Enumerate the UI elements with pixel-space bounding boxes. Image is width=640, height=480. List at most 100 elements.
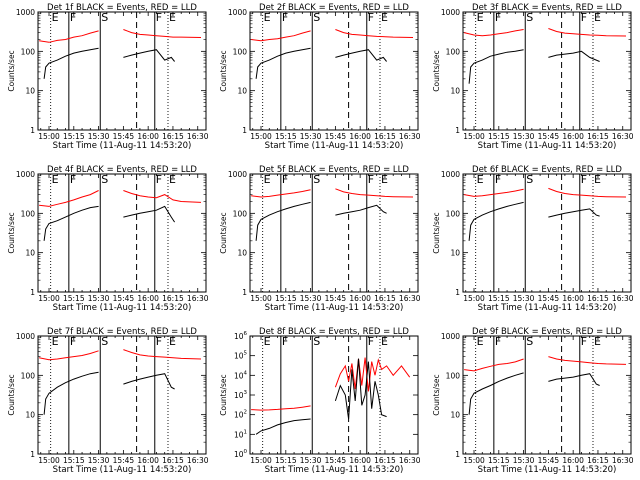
x-tick-label: 16:00	[562, 456, 584, 465]
series-line-events	[255, 201, 311, 241]
time-marker-label: E	[381, 11, 388, 24]
x-tick-label: 15:15	[488, 132, 510, 141]
series-line-lld	[334, 357, 411, 392]
x-tick-label: 15:45	[538, 294, 560, 303]
x-tick-label: 15:45	[113, 456, 135, 465]
y-tick-label: 100	[21, 371, 36, 380]
time-marker-label: F	[368, 11, 374, 24]
x-tick-label: 15:30	[88, 294, 110, 303]
x-axis-label: Start Time (11-Aug-11 14:53:20)	[265, 465, 404, 475]
x-tick-label: 15:00	[463, 294, 485, 303]
time-marker-label: F	[581, 11, 587, 24]
x-tick-label: 15:30	[513, 132, 535, 141]
x-tick-label: 15:00	[38, 132, 60, 141]
series-line-lld	[548, 187, 627, 198]
series-line-lld	[464, 358, 524, 372]
plot-frame	[462, 173, 632, 293]
x-axis-label: Start Time (11-Aug-11 14:53:20)	[478, 303, 617, 313]
time-marker-label: E	[52, 173, 59, 186]
y-tick-label: 1	[242, 126, 247, 135]
time-marker-label: E	[381, 335, 388, 348]
time-marker-label: S	[526, 335, 533, 348]
chart-title: Det 2f BLACK = Events, RED = LLD	[259, 3, 409, 13]
x-tick-label: 16:00	[137, 132, 159, 141]
x-tick-label: 16:30	[399, 294, 421, 303]
x-tick-label: 16:30	[612, 456, 634, 465]
y-tick-label: 1	[455, 450, 460, 459]
plot-frame	[37, 173, 207, 293]
time-marker-label: F	[156, 335, 162, 348]
time-marker-label: E	[169, 173, 176, 186]
y-tick-label: 100	[234, 449, 248, 459]
y-tick-label: 10	[237, 87, 247, 96]
series-line-lld	[463, 29, 524, 37]
time-marker-label: F	[70, 335, 76, 348]
y-tick-label: 100	[233, 209, 248, 218]
x-tick-label: 15:30	[513, 294, 535, 303]
y-tick-label: 100	[446, 47, 461, 56]
x-tick-label: 15:15	[488, 294, 510, 303]
y-tick-label: 1	[455, 126, 460, 135]
x-axis-label: Start Time (11-Aug-11 14:53:20)	[478, 141, 617, 151]
chart-title: Det 1f BLACK = Events, RED = LLD	[47, 3, 197, 13]
x-tick-label: 15:45	[113, 294, 135, 303]
time-marker-label: E	[594, 173, 601, 186]
x-tick-label: 15:15	[275, 294, 297, 303]
y-axis-label: Counts/sec	[7, 212, 16, 253]
y-axis-label: Counts/sec	[432, 50, 441, 91]
y-tick-label: 10	[237, 249, 247, 258]
time-marker-label: S	[101, 11, 108, 24]
x-axis-label: Start Time (11-Aug-11 14:53:20)	[53, 303, 192, 313]
x-tick-label: 15:45	[325, 294, 347, 303]
plot-frame	[462, 11, 632, 131]
series-line-events	[548, 373, 600, 386]
series-line-events	[548, 208, 600, 218]
series-line-events	[43, 205, 99, 241]
time-marker-label: E	[264, 173, 271, 186]
plot-frame	[249, 173, 419, 293]
y-axis-label: Counts/sec	[219, 50, 228, 91]
chart-title: Det 5f BLACK = Events, RED = LLD	[259, 165, 409, 175]
x-tick-label: 16:30	[399, 132, 421, 141]
y-tick-label: 1000	[16, 170, 35, 179]
plot-frame	[249, 335, 419, 455]
x-tick-label: 16:15	[587, 132, 609, 141]
time-marker-label: E	[169, 335, 176, 348]
time-marker-label: E	[264, 11, 271, 24]
x-tick-label: 16:30	[612, 132, 634, 141]
time-marker-label: F	[70, 173, 76, 186]
y-tick-label: 1	[30, 126, 35, 135]
series-line-events	[468, 49, 524, 84]
y-tick-label: 104	[234, 370, 248, 380]
time-marker-label: E	[594, 11, 601, 24]
y-axis-label: Counts/sec	[7, 50, 16, 91]
x-tick-label: 16:00	[349, 294, 371, 303]
series-line-events	[123, 205, 176, 223]
y-tick-label: 10	[450, 249, 460, 258]
y-tick-label: 100	[446, 371, 461, 380]
x-tick-label: 15:15	[63, 294, 85, 303]
x-tick-label: 15:00	[250, 456, 272, 465]
time-marker-label: F	[495, 173, 501, 186]
y-axis-label: Counts/sec	[219, 374, 228, 415]
plot-frame	[462, 335, 632, 455]
x-tick-label: 16:00	[137, 294, 159, 303]
time-marker-label: F	[282, 11, 288, 24]
series-line-events	[43, 371, 99, 415]
y-tick-label: 1000	[441, 332, 460, 341]
y-tick-label: 100	[233, 47, 248, 56]
x-tick-label: 16:30	[187, 294, 209, 303]
series-line-events	[334, 358, 387, 420]
x-tick-label: 16:00	[562, 132, 584, 141]
x-tick-label: 16:30	[612, 294, 634, 303]
y-tick-label: 100	[21, 209, 36, 218]
chart-title: Det 6f BLACK = Events, RED = LLD	[472, 165, 622, 175]
series-line-lld	[123, 349, 202, 360]
x-tick-label: 15:30	[300, 132, 322, 141]
x-tick-label: 15:15	[275, 456, 297, 465]
